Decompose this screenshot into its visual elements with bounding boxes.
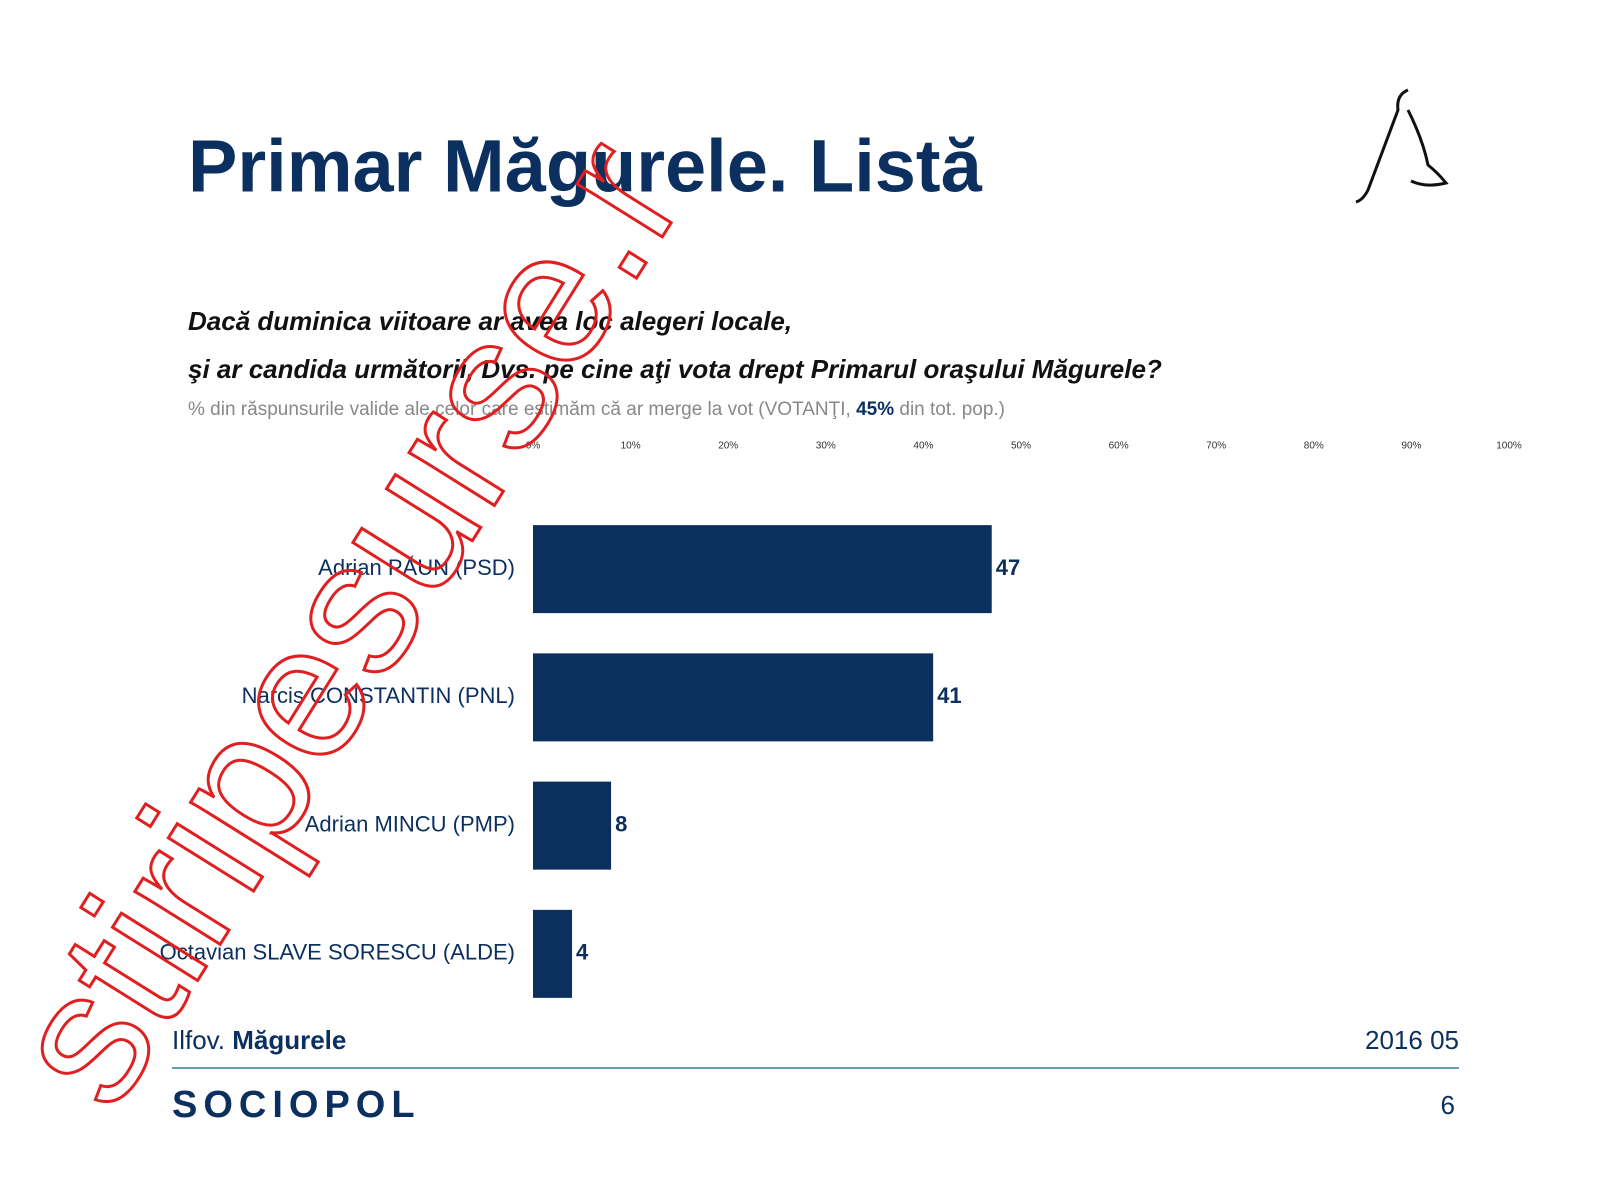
x-tick-label: 70% bbox=[1206, 441, 1226, 452]
page-number: 6 bbox=[1441, 1090, 1455, 1120]
footer-region-text: Ilfov. bbox=[172, 1025, 225, 1055]
x-tick-label: 30% bbox=[816, 441, 836, 452]
x-tick-label: 60% bbox=[1109, 441, 1129, 452]
x-tick-label: 100% bbox=[1496, 441, 1522, 452]
bar bbox=[533, 909, 573, 998]
bar bbox=[533, 653, 934, 742]
bar bbox=[533, 525, 992, 614]
slide-title: Primar Măgurele. Listă bbox=[188, 125, 983, 208]
note-highlight: 45% bbox=[856, 399, 894, 420]
footer-date: 2016 05 bbox=[1365, 1025, 1459, 1055]
category-label: Adrian MINCU (PMP) bbox=[305, 811, 515, 836]
bar bbox=[533, 781, 612, 870]
value-label: 8 bbox=[615, 811, 627, 836]
question-line: şi ar candida următorii, Dvs. pe cine aţ… bbox=[188, 354, 1162, 384]
x-tick-label: 0% bbox=[526, 441, 541, 452]
logo bbox=[1355, 88, 1449, 204]
note-part: % din răspunsurile valide ale celor care… bbox=[188, 399, 856, 420]
footer-place: Măgurele bbox=[232, 1025, 346, 1055]
value-label: 4 bbox=[576, 940, 589, 965]
category-label: Narcis CONSTANTIN (PNL) bbox=[242, 683, 515, 708]
question-line: Dacă duminica viitoare ar avea loc alege… bbox=[188, 306, 792, 336]
category-label: Octavian SLAVE SORESCU (ALDE) bbox=[160, 940, 515, 965]
x-tick-label: 10% bbox=[621, 441, 641, 452]
x-tick-label: 50% bbox=[1011, 441, 1031, 452]
x-tick-label: 20% bbox=[718, 441, 738, 452]
value-label: 41 bbox=[937, 683, 961, 708]
x-tick-label: 80% bbox=[1304, 441, 1324, 452]
x-tick-label: 90% bbox=[1401, 441, 1421, 452]
logo-figure bbox=[1355, 88, 1409, 204]
brand: SOCIOPOL bbox=[172, 1084, 421, 1126]
note-part: din tot. pop.) bbox=[894, 399, 1005, 420]
logo-figure bbox=[1406, 109, 1449, 187]
footer-region: Ilfov. Măgurele bbox=[172, 1025, 346, 1055]
x-tick-label: 40% bbox=[913, 441, 933, 452]
category-label: Adrian PĂUN (PSD) bbox=[318, 555, 515, 580]
value-label: 47 bbox=[996, 555, 1020, 580]
plot: 0% 10% 20% 30% 40% 50% 60% 70% 80% 90% 100% Adrian … bbox=[160, 441, 1522, 998]
chart-note: % din răspunsurile valide ale celor care… bbox=[188, 399, 1005, 420]
